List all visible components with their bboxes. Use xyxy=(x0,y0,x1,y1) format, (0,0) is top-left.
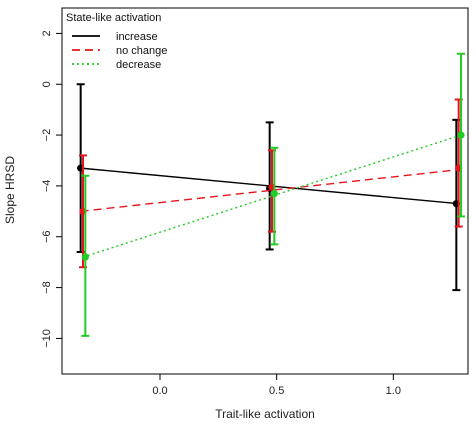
data-point xyxy=(270,189,278,198)
data-point xyxy=(457,131,465,139)
y-tick-label: 2 xyxy=(41,30,53,36)
x-axis-title: Trait-like activation xyxy=(215,407,315,421)
series-decrease xyxy=(81,52,465,337)
x-tick-label: 0.5 xyxy=(269,385,284,397)
y-tick-label: −6 xyxy=(41,230,53,243)
y-tick-label: −2 xyxy=(41,129,53,142)
legend-label: decrease xyxy=(116,59,161,71)
x-tick-label: 0.0 xyxy=(152,385,167,397)
data-point xyxy=(81,253,89,261)
x-axis: 0.0 0.5 1.0 xyxy=(152,374,401,397)
x-tick-label: 1.0 xyxy=(386,385,401,397)
y-axis: 2 0 −2 −4 −6 −8 −10 xyxy=(41,30,62,348)
trend-line xyxy=(82,134,462,258)
series-no-change xyxy=(79,98,463,269)
trend-line xyxy=(80,168,462,213)
y-tick-label: −8 xyxy=(41,281,53,294)
legend-title: State-like activation xyxy=(66,12,161,24)
series-layer xyxy=(76,52,465,337)
legend-label: increase xyxy=(116,31,158,43)
plot-area-frame xyxy=(61,7,469,375)
y-tick-label: −10 xyxy=(41,329,53,348)
y-tick-label: −4 xyxy=(41,180,53,193)
legend-label: no change xyxy=(116,45,167,57)
y-axis-title: Slope HRSD xyxy=(3,156,17,224)
legend: State-like activation increase no change d… xyxy=(66,12,167,71)
y-tick-label: 0 xyxy=(41,81,53,87)
